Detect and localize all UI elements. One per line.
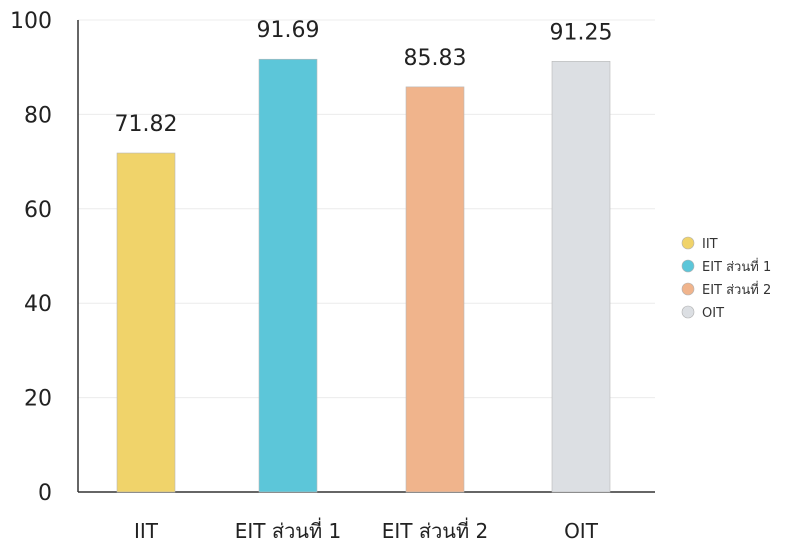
y-tick-labels: 0 20 40 60 80 100 bbox=[10, 9, 52, 506]
x-tick-label: OIT bbox=[564, 519, 599, 543]
x-tick-label: EIT ส่วนที่ 1 bbox=[235, 517, 341, 543]
bar bbox=[258, 58, 318, 493]
bar-value-label: 91.69 bbox=[257, 18, 320, 43]
y-tick-label: 0 bbox=[38, 481, 52, 506]
bars bbox=[116, 58, 611, 493]
x-tick-label: IIT bbox=[134, 519, 159, 543]
legend-marker bbox=[681, 282, 695, 296]
x-tick-label: EIT ส่วนที่ 2 bbox=[382, 517, 488, 543]
legend-label: EIT ส่วนที่ 1 bbox=[702, 258, 771, 275]
bar bbox=[405, 86, 465, 493]
bar bbox=[116, 152, 176, 493]
legend-label: EIT ส่วนที่ 2 bbox=[702, 281, 771, 298]
legend: IIT EIT ส่วนที่ 1 EIT ส่วนที่ 2 OIT bbox=[681, 236, 771, 321]
value-labels: 71.82 91.69 85.83 91.25 bbox=[115, 18, 613, 137]
y-tick-label: 20 bbox=[24, 387, 52, 412]
bar-value-label: 85.83 bbox=[404, 46, 467, 71]
legend-label: OIT bbox=[702, 306, 724, 321]
bar-value-label: 91.25 bbox=[550, 20, 613, 45]
legend-marker bbox=[681, 259, 695, 273]
y-tick-label: 60 bbox=[24, 198, 52, 223]
y-tick-label: 100 bbox=[10, 9, 52, 34]
legend-label: IIT bbox=[702, 237, 718, 252]
y-tick-label: 80 bbox=[24, 103, 52, 128]
category-labels: IIT EIT ส่วนที่ 1 EIT ส่วนที่ 2 OIT bbox=[134, 517, 599, 543]
legend-marker bbox=[681, 236, 695, 250]
bar-value-label: 71.82 bbox=[115, 112, 178, 137]
legend-marker bbox=[681, 305, 695, 319]
bar bbox=[551, 60, 611, 493]
y-tick-label: 40 bbox=[24, 292, 52, 317]
